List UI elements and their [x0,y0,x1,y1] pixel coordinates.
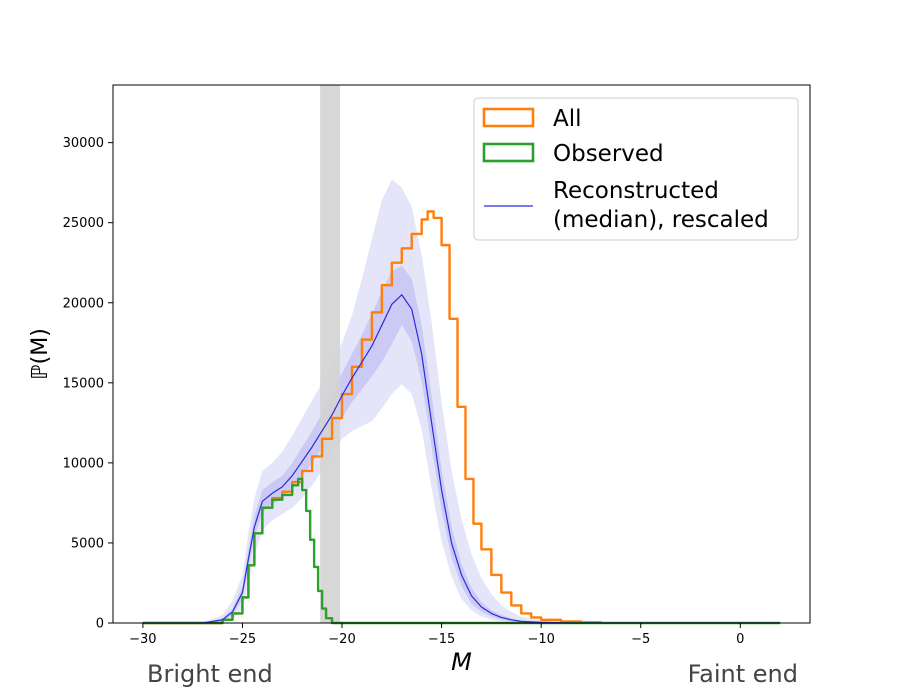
bright-end-label: Bright end [147,660,273,688]
y-tick-label: 30000 [63,136,104,151]
y-axis-label: ℙ(M) [28,328,53,380]
legend-box [473,97,799,241]
faint-end-label: Faint end [687,660,798,688]
x-tick-label: −20 [328,632,355,647]
legend-label: All [553,106,582,132]
shaded-region [320,85,341,623]
y-tick-label: 20000 [63,296,104,311]
legend: All Observed Reconstructed (median), rescal… [473,97,799,241]
x-tick-label: −30 [129,632,156,647]
axes-layer: −30 −25 −20 −15 −10 −5 0 0 5000 10000 15000 20000 25… [28,84,811,676]
y-tick-label: 25000 [63,216,104,231]
y-tick-label: 0 [96,617,104,632]
x-tick-label: −25 [229,632,256,647]
outer-confidence-band [142,179,781,623]
series-line-observed [142,477,781,625]
inner-confidence-band [142,265,781,623]
x-tick-label: −5 [631,632,650,647]
y-tick-label: 5000 [71,536,104,551]
y-tick-label: 10000 [63,456,104,471]
plot-frame [112,84,811,624]
x-axis-label: M [451,648,472,676]
x-tick-label: −15 [428,632,455,647]
legend-swatch [482,107,535,128]
confidence-bands [142,179,781,623]
legend-label: Observed [553,141,664,167]
series-line-reconstructed [142,294,781,624]
x-tick-label: −10 [527,632,554,647]
legend-label-line2: (median), rescaled [553,207,769,233]
legend-swatch [482,142,535,163]
x-tick-label: 0 [736,632,744,647]
y-tick-label: 15000 [63,376,104,391]
legend-label: Reconstructed [553,178,719,204]
selection-band [320,85,341,623]
series-layer [142,210,781,625]
